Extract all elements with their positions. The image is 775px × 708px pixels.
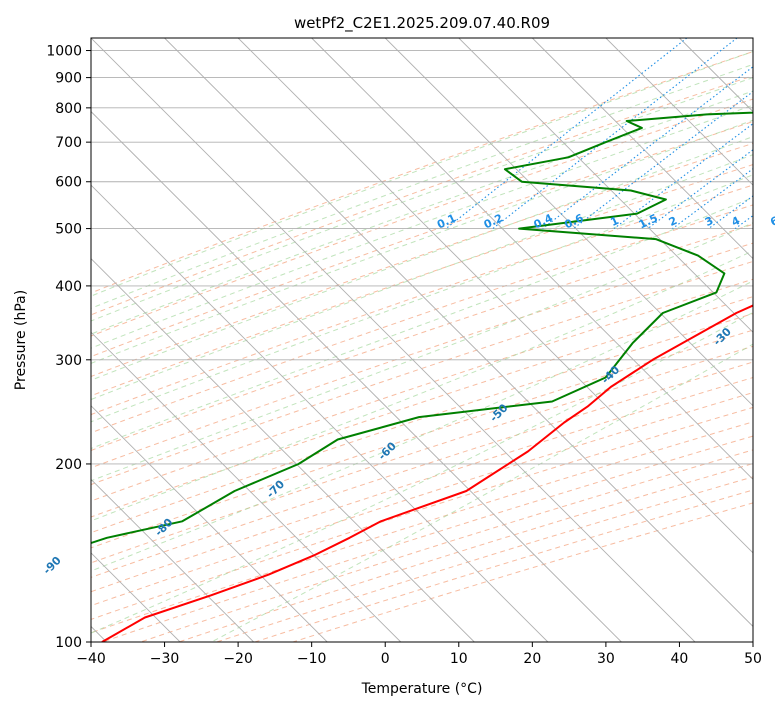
y-tick-label: 900 xyxy=(55,71,82,87)
y-tick-label: 1000 xyxy=(46,44,82,60)
dry-adiabat xyxy=(292,502,753,642)
axes: −40 −30 −20 −10 0 10 20 30 40 50 100 200 300 400 500 60… xyxy=(46,44,762,667)
x-axis-label: Temperature (°C) xyxy=(361,681,483,697)
dry-adiabat xyxy=(91,184,753,416)
moist-adiabat xyxy=(91,63,753,309)
x-tick-label: 20 xyxy=(523,651,541,667)
moist-adiabat xyxy=(91,104,753,349)
y-tick-label: 100 xyxy=(55,635,82,651)
y-tick-label: 500 xyxy=(55,222,82,238)
dry-adiabat xyxy=(178,463,753,642)
dry-adiabat xyxy=(91,329,753,549)
isotherm-line xyxy=(311,38,753,480)
y-tick-label: 700 xyxy=(55,135,82,151)
dry-adiabat xyxy=(216,476,753,642)
x-tick-label: 40 xyxy=(671,651,689,667)
moist-adiabat-label: -90 xyxy=(41,554,64,577)
isotherm-line xyxy=(91,110,622,642)
dewpoint-line xyxy=(91,111,753,545)
dry-adiabat xyxy=(91,51,753,294)
moist-adiabat xyxy=(91,196,753,450)
isotherm-line xyxy=(91,38,696,642)
mixing-ratio-line xyxy=(445,38,688,230)
dry-adiabat xyxy=(91,98,753,337)
mixing-ratio-label: 6 xyxy=(768,214,775,229)
x-tick-label: −40 xyxy=(76,651,106,667)
isotherm-line xyxy=(237,38,753,554)
dry-adiabat xyxy=(91,260,753,486)
x-tick-label: 0 xyxy=(381,651,390,667)
y-tick-label: 300 xyxy=(55,353,82,369)
isotherm-line xyxy=(91,184,549,642)
moist-adiabat xyxy=(91,51,753,297)
x-tick-label: 50 xyxy=(744,651,762,667)
dry-adiabat xyxy=(91,313,753,534)
isotherm-line xyxy=(91,478,254,642)
moist-adiabat xyxy=(91,222,753,482)
dry-adiabat xyxy=(91,345,753,564)
dry-adiabat xyxy=(91,75,753,316)
y-tick-label: 400 xyxy=(55,279,82,295)
isotherm-line xyxy=(164,38,753,628)
y-axis-label: Pressure (hPa) xyxy=(13,290,29,390)
x-tick-label: −20 xyxy=(223,651,253,667)
mixing-ratio-line xyxy=(542,66,753,230)
y-tick-label: 200 xyxy=(55,457,82,473)
moist-adiabat xyxy=(91,311,753,634)
dry-adiabat xyxy=(102,435,753,642)
x-tick-label: −30 xyxy=(150,651,180,667)
isotherm-line xyxy=(458,38,753,333)
isotherm-line xyxy=(605,38,753,186)
plot-background xyxy=(91,38,753,642)
y-tick-label: 600 xyxy=(55,175,82,191)
dry-adiabat xyxy=(91,242,753,469)
temperature-line xyxy=(101,304,753,642)
moist-adiabat xyxy=(211,343,753,642)
dry-adiabat xyxy=(91,376,753,593)
isotherm-line xyxy=(532,38,753,260)
x-tick-label: 10 xyxy=(450,651,468,667)
chart-title: wetPf2_C2E1.2025.209.07.40.R09 xyxy=(294,14,550,33)
x-tick-label: −10 xyxy=(297,651,327,667)
y-tick-label: 800 xyxy=(55,101,82,117)
moist-adiabat xyxy=(91,280,753,572)
dry-adiabat xyxy=(91,164,753,397)
plot-frame xyxy=(90,37,754,643)
isotherm-line xyxy=(752,38,753,39)
dry-adiabat xyxy=(91,406,753,620)
isotherm-line xyxy=(91,258,475,642)
profile-lines xyxy=(91,111,753,642)
x-tick-label: 30 xyxy=(597,651,615,667)
isotherm-line xyxy=(91,331,402,642)
dry-adiabat xyxy=(140,449,753,642)
isotherm-line xyxy=(91,405,328,642)
